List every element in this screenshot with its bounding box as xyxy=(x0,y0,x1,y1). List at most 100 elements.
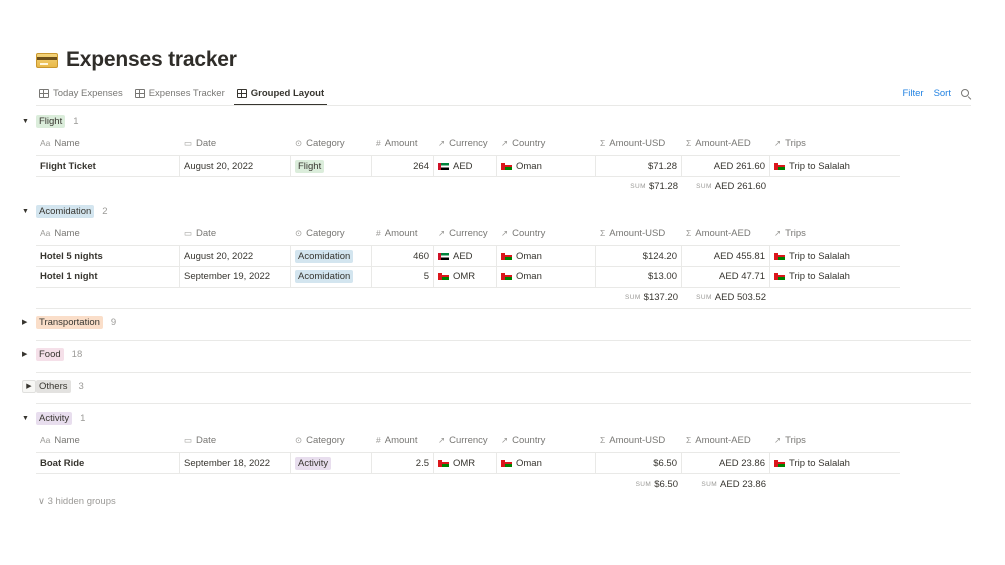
group-header-others: ▶ Others 3 xyxy=(22,378,84,394)
category-cell[interactable]: Activity xyxy=(291,453,372,473)
trips-cell[interactable]: Trip to Salalah xyxy=(770,156,900,176)
currency-cell[interactable]: AED xyxy=(434,156,497,176)
sum-aed[interactable]: SUM AED 503.52 xyxy=(682,287,770,307)
sum-usd[interactable]: SUM $6.50 xyxy=(596,474,682,494)
column-header-name[interactable]: Aa Name xyxy=(36,134,180,152)
group-tag[interactable]: Food xyxy=(36,347,64,361)
currency-cell[interactable]: AED xyxy=(434,246,497,266)
name-cell[interactable]: Hotel 5 nights xyxy=(36,246,180,266)
date-cell[interactable]: August 20, 2022 xyxy=(180,246,291,266)
sum-usd[interactable]: SUM $137.20 xyxy=(596,287,682,307)
triangle-right-icon[interactable]: ▶ xyxy=(22,351,28,358)
column-header-category[interactable]: ⊙ Category xyxy=(291,224,372,242)
triangle-right-icon[interactable]: ▶ xyxy=(22,319,28,326)
column-header-amount[interactable]: # Amount xyxy=(372,431,434,449)
triangle-down-icon[interactable]: ▼ xyxy=(22,117,29,125)
category-cell[interactable]: Flight xyxy=(291,156,372,176)
trips-cell[interactable]: Trip to Salalah xyxy=(770,453,900,473)
trip-value: Trip to Salalah xyxy=(789,250,850,262)
sum-value: AED 23.86 xyxy=(720,478,766,490)
column-header-currency[interactable]: ↗ Currency xyxy=(434,224,497,242)
column-header-amount-usd[interactable]: Σ Amount-USD xyxy=(596,431,682,449)
tab-grouped-layout[interactable]: Grouped Layout xyxy=(233,82,328,105)
column-header-date[interactable]: ▭ Date xyxy=(180,134,291,152)
date-cell[interactable]: September 18, 2022 xyxy=(180,453,291,473)
column-header-amount-aed[interactable]: Σ Amount-AED xyxy=(682,134,770,152)
trips-cell[interactable]: Trip to Salalah xyxy=(770,246,900,266)
column-header-amount-aed[interactable]: Σ Amount-AED xyxy=(682,431,770,449)
date-cell[interactable]: September 19, 2022 xyxy=(180,266,291,287)
amount-cell[interactable]: 264 xyxy=(372,156,434,176)
amount-usd-cell[interactable]: $13.00 xyxy=(596,266,682,287)
column-header-date[interactable]: ▭ Date xyxy=(180,224,291,242)
column-header-row: Aa Name ▭ Date ⊙ Category # Amount ↗ Currency ↗ Cou… xyxy=(36,224,900,242)
group-tag[interactable]: Flight xyxy=(36,114,66,128)
name-cell[interactable]: Hotel 1 night xyxy=(36,266,180,287)
amount-usd-cell[interactable]: $71.28 xyxy=(596,156,682,176)
triangle-down-icon[interactable]: ▼ xyxy=(22,207,29,215)
name-cell[interactable]: Flight Ticket xyxy=(36,156,180,176)
column-header-name[interactable]: Aa Name xyxy=(36,431,180,449)
country-cell[interactable]: Oman xyxy=(497,246,596,266)
column-header-name[interactable]: Aa Name xyxy=(36,224,180,242)
tab-expenses-tracker[interactable]: Expenses Tracker xyxy=(132,82,228,105)
currency-cell[interactable]: OMR xyxy=(434,453,497,473)
search-icon[interactable] xyxy=(961,88,971,99)
column-header-amount[interactable]: # Amount xyxy=(372,224,434,242)
column-header-amount-usd[interactable]: Σ Amount-USD xyxy=(596,134,682,152)
column-header-trips[interactable]: ↗ Trips xyxy=(770,224,900,242)
amount-cell[interactable]: 460 xyxy=(372,246,434,266)
category-cell[interactable]: Acomidation xyxy=(291,266,372,287)
table-row[interactable]: Hotel 5 nights August 20, 2022 Acomidation… xyxy=(36,245,900,267)
country-cell[interactable]: Oman xyxy=(497,156,596,176)
table-row[interactable]: Boat Ride September 18, 2022 Activity 2.5 OM… xyxy=(36,452,900,474)
column-label: Name xyxy=(54,227,80,239)
column-header-country[interactable]: ↗ Country xyxy=(497,224,596,242)
amount-cell[interactable]: 5 xyxy=(372,266,434,287)
filter-button[interactable]: Filter xyxy=(902,88,924,99)
group-tag[interactable]: Transportation xyxy=(36,315,103,329)
country-cell[interactable]: Oman xyxy=(497,453,596,473)
group-tag[interactable]: Acomidation xyxy=(36,204,95,218)
column-header-category[interactable]: ⊙ Category xyxy=(291,134,372,152)
amount-usd-cell[interactable]: $6.50 xyxy=(596,453,682,473)
column-header-currency[interactable]: ↗ Currency xyxy=(434,431,497,449)
column-header-country[interactable]: ↗ Country xyxy=(497,134,596,152)
column-header-amount-usd[interactable]: Σ Amount-USD xyxy=(596,224,682,242)
column-header-date[interactable]: ▭ Date xyxy=(180,431,291,449)
column-label: Name xyxy=(54,137,80,149)
column-header-trips[interactable]: ↗ Trips xyxy=(770,134,900,152)
amount-aed-cell[interactable]: AED 455.81 xyxy=(682,246,770,266)
triangle-down-icon[interactable]: ▼ xyxy=(22,414,29,422)
name-cell[interactable]: Boat Ride xyxy=(36,453,180,473)
trips-cell[interactable]: Trip to Salalah xyxy=(770,266,900,287)
currency-cell[interactable]: OMR xyxy=(434,266,497,287)
column-header-country[interactable]: ↗ Country xyxy=(497,431,596,449)
group-tag[interactable]: Others xyxy=(36,379,71,393)
amount-cell[interactable]: 2.5 xyxy=(372,453,434,473)
hidden-groups-toggle[interactable]: ∨ 3 hidden groups xyxy=(38,496,116,507)
sum-value: AED 503.52 xyxy=(714,291,766,303)
date-cell[interactable]: August 20, 2022 xyxy=(180,156,291,176)
column-header-amount-aed[interactable]: Σ Amount-AED xyxy=(682,224,770,242)
triangle-right-icon[interactable]: ▶ xyxy=(22,379,36,393)
column-header-amount[interactable]: # Amount xyxy=(372,134,434,152)
amount-usd-cell[interactable]: $124.20 xyxy=(596,246,682,266)
amount-aed-cell[interactable]: AED 47.71 xyxy=(682,266,770,287)
table-row[interactable]: Flight Ticket August 20, 2022 Flight 264 AED… xyxy=(36,155,900,177)
group-divider xyxy=(36,403,971,404)
column-header-category[interactable]: ⊙ Category xyxy=(291,431,372,449)
amount-aed-cell[interactable]: AED 23.86 xyxy=(682,453,770,473)
table-row[interactable]: Hotel 1 night September 19, 2022 Acomidati… xyxy=(36,266,900,288)
group-tag[interactable]: Activity xyxy=(36,411,73,425)
column-header-trips[interactable]: ↗ Trips xyxy=(770,431,900,449)
column-header-currency[interactable]: ↗ Currency xyxy=(434,134,497,152)
category-cell[interactable]: Acomidation xyxy=(291,246,372,266)
amount-aed-cell[interactable]: AED 261.60 xyxy=(682,156,770,176)
sum-usd[interactable]: SUM $71.28 xyxy=(596,176,682,196)
country-cell[interactable]: Oman xyxy=(497,266,596,287)
sort-button[interactable]: Sort xyxy=(933,88,951,99)
sum-aed[interactable]: SUM AED 261.60 xyxy=(682,176,770,196)
tab-today-expenses[interactable]: Today Expenses xyxy=(36,82,126,105)
sum-aed[interactable]: SUM AED 23.86 xyxy=(682,474,770,494)
